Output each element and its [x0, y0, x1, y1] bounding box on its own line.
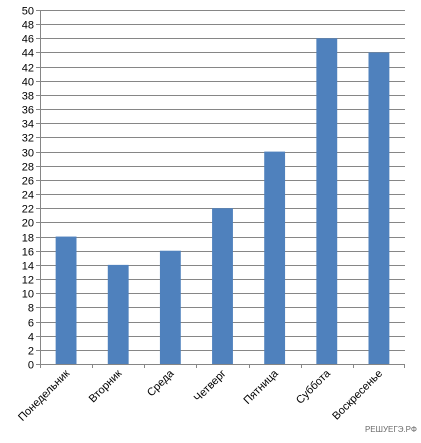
y-tick-label: 14 — [22, 261, 34, 273]
y-tick-label: 4 — [28, 332, 34, 344]
y-tick-label: 48 — [22, 20, 34, 32]
bar — [264, 151, 286, 364]
x-tick-label: Вторник — [87, 368, 125, 406]
y-tick-label: 42 — [22, 63, 34, 75]
y-tick-label: 20 — [22, 218, 34, 230]
x-tick-label: Четверг — [192, 368, 229, 405]
bars — [55, 38, 390, 364]
bar — [107, 264, 129, 364]
bar — [55, 236, 77, 364]
y-tick-label: 50 — [22, 6, 34, 18]
y-tick-label: 28 — [22, 162, 34, 174]
x-tick-label: Воскресенье — [330, 368, 385, 423]
y-tick-label: 44 — [22, 48, 34, 60]
x-tick-label: Суббота — [294, 367, 334, 407]
y-tick-label: 38 — [22, 91, 34, 103]
y-tick-label: 2 — [28, 346, 34, 358]
y-tick-label: 30 — [22, 148, 34, 160]
y-tick-label: 6 — [28, 318, 34, 330]
y-tick-label: 34 — [22, 119, 34, 131]
y-tick-label: 0 — [28, 360, 34, 372]
x-tick-label: Понедельник — [16, 368, 72, 424]
y-tick-label: 46 — [22, 34, 34, 46]
y-tick-label: 26 — [22, 176, 34, 188]
y-tick-label: 32 — [22, 133, 34, 145]
y-tick-label: 24 — [22, 190, 34, 202]
y-tick-label: 12 — [22, 275, 34, 287]
bar — [159, 250, 181, 364]
bar — [316, 38, 338, 364]
x-tick-label: Пятница — [241, 367, 281, 407]
y-tick-label: 36 — [22, 105, 34, 117]
x-tick-label: Среда — [145, 367, 177, 399]
y-tick-label: 18 — [22, 233, 34, 245]
bar — [368, 52, 390, 364]
y-tick-label: 40 — [22, 77, 34, 89]
y-tick-label: 22 — [22, 204, 34, 216]
y-tick-label: 16 — [22, 247, 34, 259]
y-tick-label: 8 — [28, 303, 34, 315]
gridlines — [40, 10, 405, 351]
watermark: РЕШУЕГЭ.РФ — [364, 425, 417, 434]
x-tick-labels: Понедельник Вторник Среда Четверг Пятница Суб… — [16, 367, 385, 424]
y-tick-label: 10 — [22, 289, 34, 301]
axes — [36, 10, 405, 368]
bar — [212, 208, 233, 364]
y-tick-labels: 0246810121416182022242628303234363840424… — [22, 6, 34, 372]
